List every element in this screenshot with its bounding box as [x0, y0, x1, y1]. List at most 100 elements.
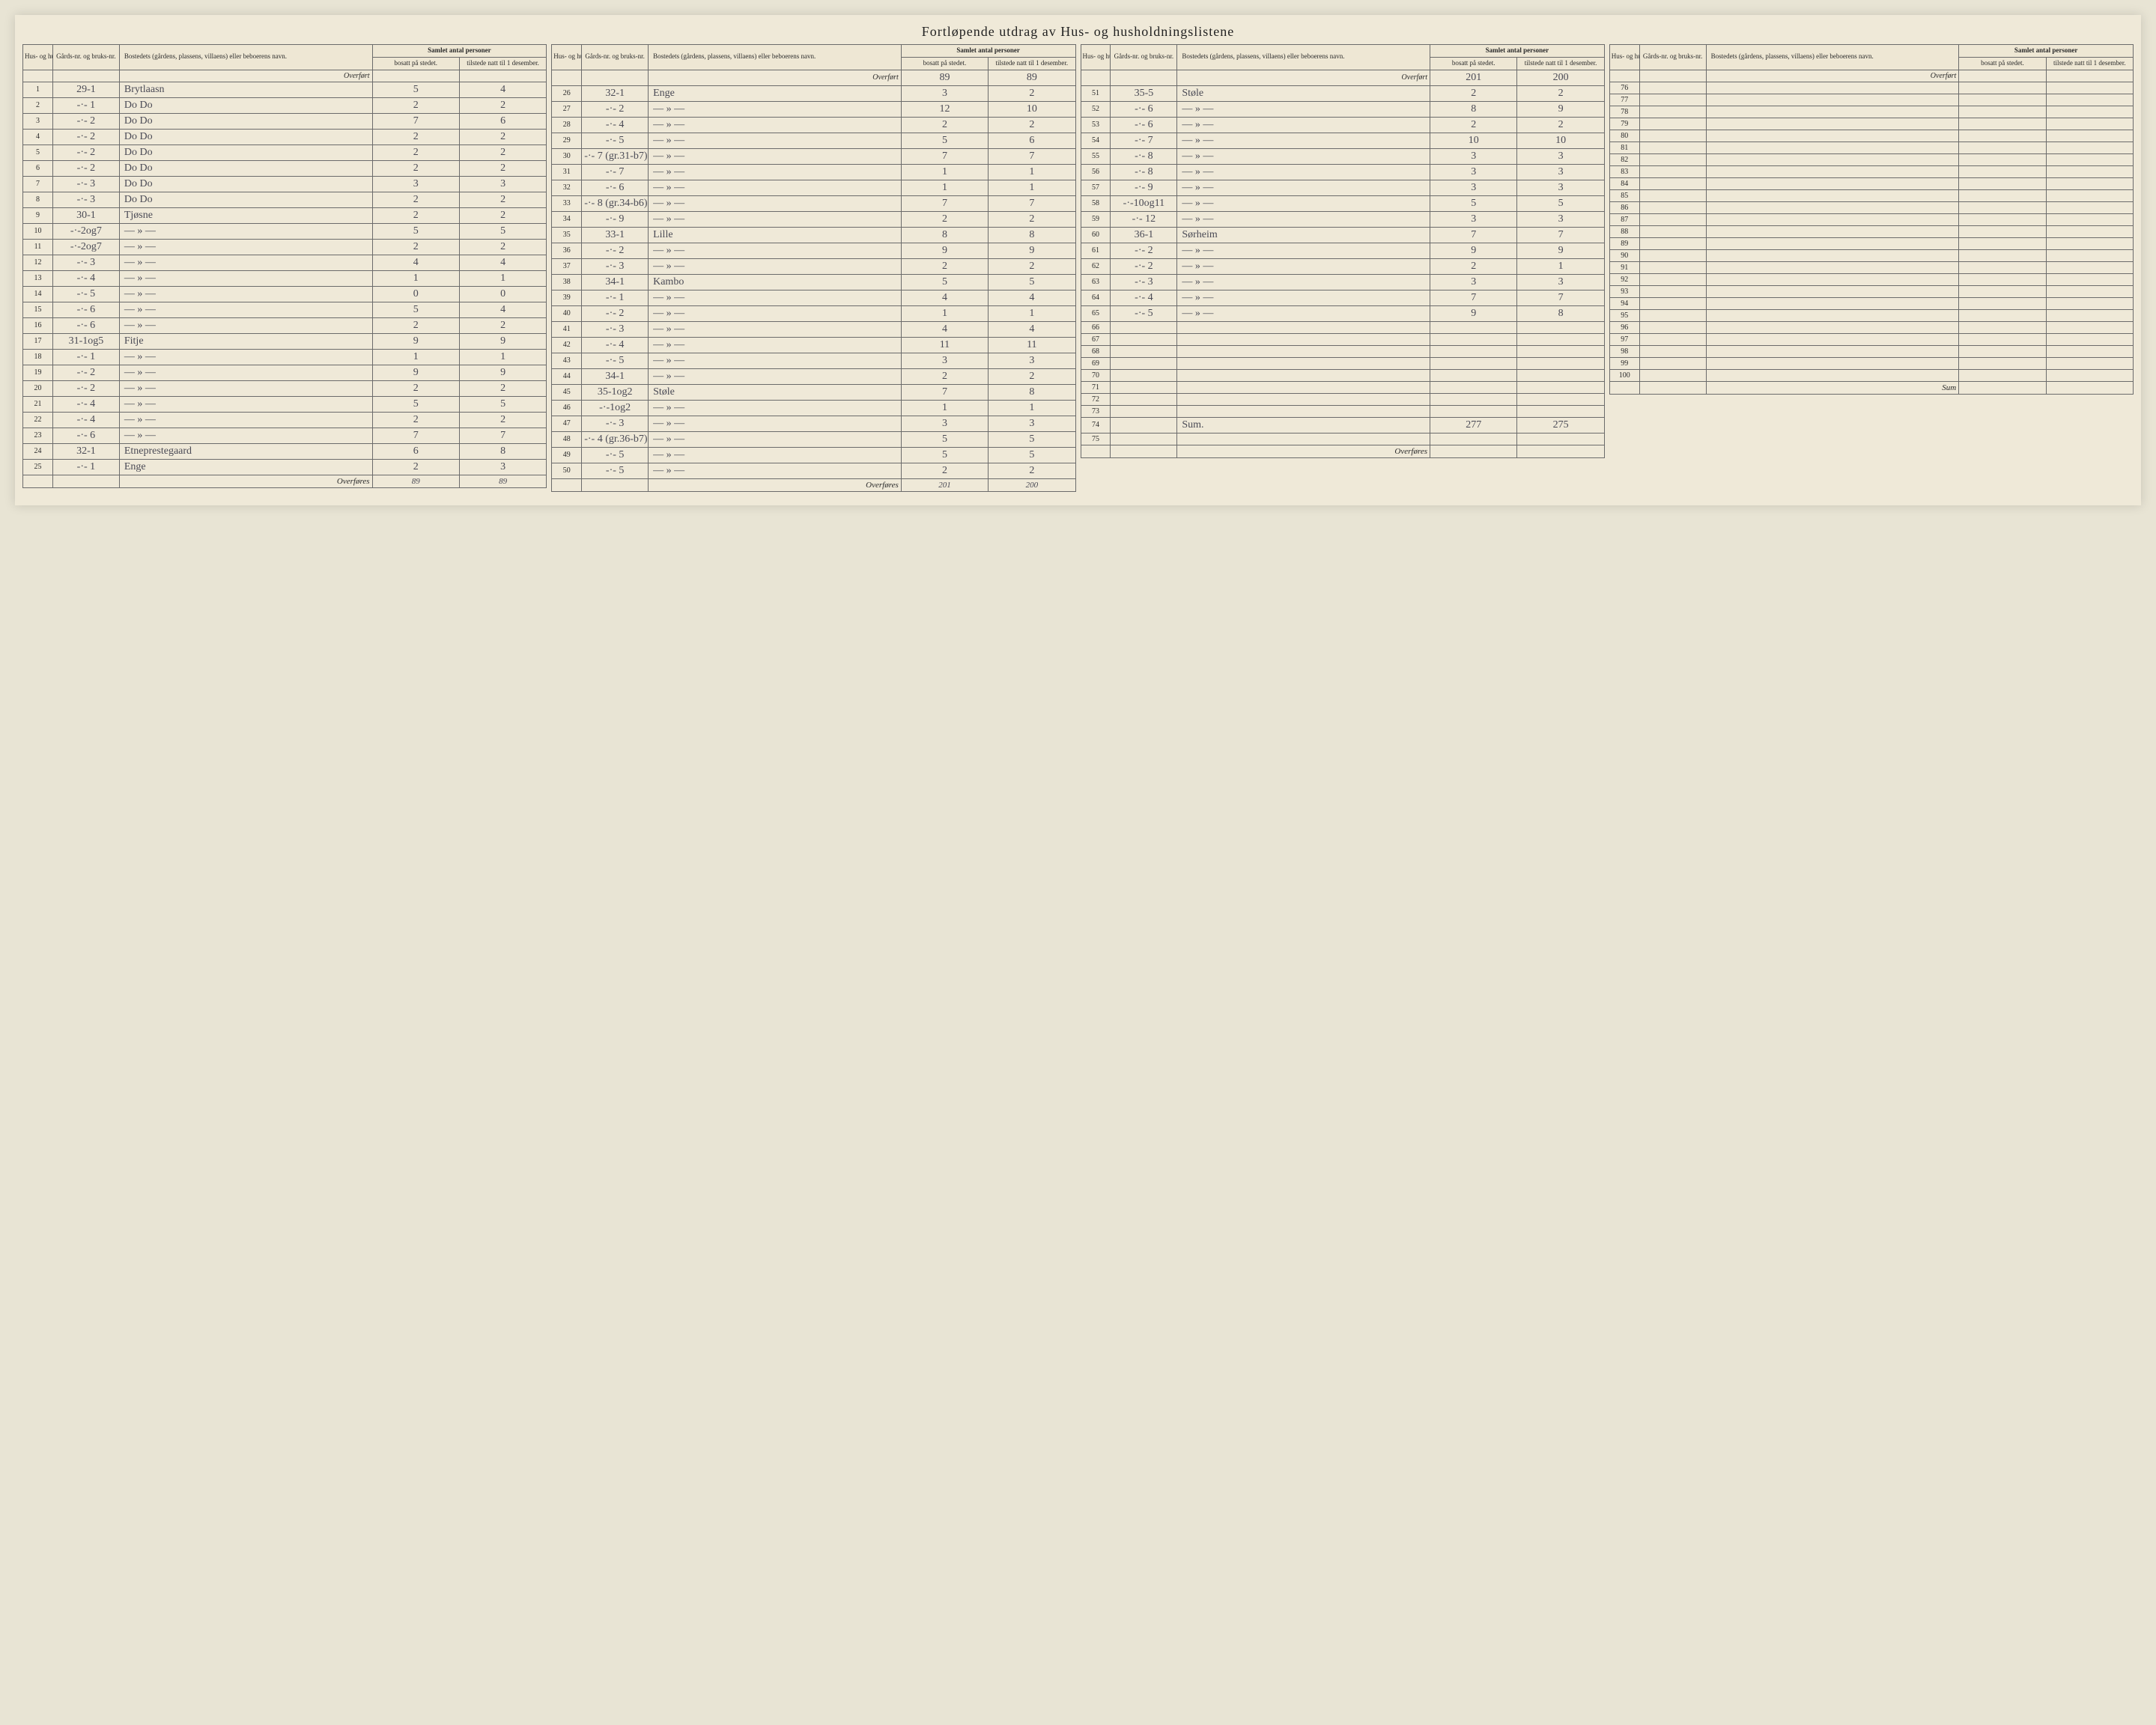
cell-name: — » —: [1177, 101, 1430, 117]
cell-idx: 94: [1609, 297, 1639, 309]
cell-bosatt: 4: [372, 255, 459, 270]
cell-name: [1706, 130, 1959, 142]
cell-idx: 73: [1081, 405, 1111, 417]
cell-gnr: -·- 6: [582, 180, 649, 195]
cell-bosatt: 7: [372, 428, 459, 443]
cell-idx: 36: [552, 243, 582, 258]
cell-bosatt: [1959, 118, 2046, 130]
table-row: 12-·- 3— » —44: [23, 255, 547, 270]
cell-gnr: -·- 7: [582, 164, 649, 180]
cell-bosatt: [1959, 357, 2046, 369]
cell-gnr: -·- 5: [582, 447, 649, 463]
cell-name: [1706, 142, 1959, 153]
overfort-idx: [1081, 70, 1111, 85]
table-row: 10-·-2og7— » —55: [23, 223, 547, 239]
cell-idx: 100: [1609, 369, 1639, 381]
cell-name: — » —: [649, 337, 902, 353]
table-row: 39-·- 1— » —44: [552, 290, 1075, 305]
cell-bosatt: 3: [372, 176, 459, 192]
cell-bosatt: [1959, 309, 2046, 321]
cell-bosatt: [1959, 345, 2046, 357]
cell-gnr: -·- 5: [1111, 305, 1177, 321]
cell-bosatt: 5: [372, 223, 459, 239]
header-gnr: Gårds-nr. og bruks-nr.: [52, 45, 119, 70]
cell-tilstede: 6: [459, 113, 546, 129]
cell-idx: 21: [23, 396, 53, 412]
cell-name: — » —: [649, 195, 902, 211]
table-row: 8-·- 3Do Do22: [23, 192, 547, 207]
cell-idx: 95: [1609, 309, 1639, 321]
cell-bosatt: [1430, 357, 1517, 369]
footer-label: Overføres: [1177, 445, 1430, 457]
cell-name: — » —: [649, 463, 902, 478]
cell-gnr: -·- 5: [582, 133, 649, 148]
cell-idx: 35: [552, 227, 582, 243]
cell-idx: 99: [1609, 357, 1639, 369]
cell-bosatt: 8: [901, 227, 988, 243]
table-row: 80: [1609, 130, 2133, 142]
page-title: Fortløpende utdrag av Hus- og husholdnin…: [22, 24, 2134, 40]
cell-name: — » —: [1177, 274, 1430, 290]
table-row: 79: [1609, 118, 2133, 130]
cell-gnr: [1639, 225, 1706, 237]
table-row: 58-·-10og11— » —55: [1081, 195, 1604, 211]
cell-name: — » —: [649, 353, 902, 368]
table-row: 83: [1609, 165, 2133, 177]
cell-idx: 71: [1081, 381, 1111, 393]
table-row: 66: [1081, 321, 1604, 333]
table-row: 4-·- 2Do Do22: [23, 129, 547, 144]
cell-gnr: -·- 4: [582, 117, 649, 133]
cell-bosatt: [1959, 225, 2046, 237]
cell-tilstede: 3: [989, 353, 1075, 368]
cell-bosatt: 2: [372, 459, 459, 475]
table-row: 67: [1081, 333, 1604, 345]
cell-idx: 25: [23, 459, 53, 475]
cell-idx: 75: [1081, 433, 1111, 445]
cell-gnr: -·- 8 (gr.34-b6): [582, 195, 649, 211]
overfort-label: Overført: [649, 70, 902, 85]
table-row: 73: [1081, 405, 1604, 417]
table-row: 22-·- 4— » —22: [23, 412, 547, 428]
cell-gnr: 32-1: [582, 85, 649, 101]
cell-idx: 42: [552, 337, 582, 353]
cell-idx: 33: [552, 195, 582, 211]
cell-bosatt: 12: [901, 101, 988, 117]
cell-bosatt: [1959, 297, 2046, 309]
table-row: 53-·- 6— » —22: [1081, 117, 1604, 133]
overfort-bosatt: 201: [1430, 70, 1517, 85]
cell-tilstede: 1: [989, 305, 1075, 321]
cell-bosatt: 2: [901, 463, 988, 478]
cell-idx: 9: [23, 207, 53, 223]
cell-gnr: [1639, 321, 1706, 333]
cell-gnr: -·- 2: [52, 129, 119, 144]
table-row: 52-·- 6— » —89: [1081, 101, 1604, 117]
cell-bosatt: 7: [901, 384, 988, 400]
cell-idx: 23: [23, 428, 53, 443]
cell-bosatt: [1430, 405, 1517, 417]
cell-name: — » —: [649, 211, 902, 227]
cell-idx: 96: [1609, 321, 1639, 333]
cell-bosatt: 2: [1430, 258, 1517, 274]
cell-name: — » —: [649, 258, 902, 274]
cell-name: — » —: [119, 365, 372, 380]
cell-bosatt: 1: [901, 180, 988, 195]
cell-idx: 48: [552, 431, 582, 447]
cell-name: — » —: [119, 286, 372, 302]
cell-tilstede: 8: [989, 384, 1075, 400]
cell-gnr: 30-1: [52, 207, 119, 223]
cell-name: — » —: [649, 101, 902, 117]
cell-gnr: -·- 6: [52, 428, 119, 443]
cell-gnr: [1639, 165, 1706, 177]
cell-tilstede: 1: [459, 270, 546, 286]
cell-name: Fitje: [119, 333, 372, 349]
cell-tilstede: [1517, 345, 1604, 357]
cell-bosatt: 5: [901, 447, 988, 463]
cell-idx: 66: [1081, 321, 1111, 333]
cell-bosatt: 1: [372, 270, 459, 286]
cell-tilstede: 5: [989, 274, 1075, 290]
table-row: 2432-1Etneprestegaard68: [23, 443, 547, 459]
cell-bosatt: 5: [1430, 195, 1517, 211]
cell-bosatt: 2: [372, 207, 459, 223]
cell-tilstede: 3: [459, 459, 546, 475]
cell-idx: 89: [1609, 237, 1639, 249]
